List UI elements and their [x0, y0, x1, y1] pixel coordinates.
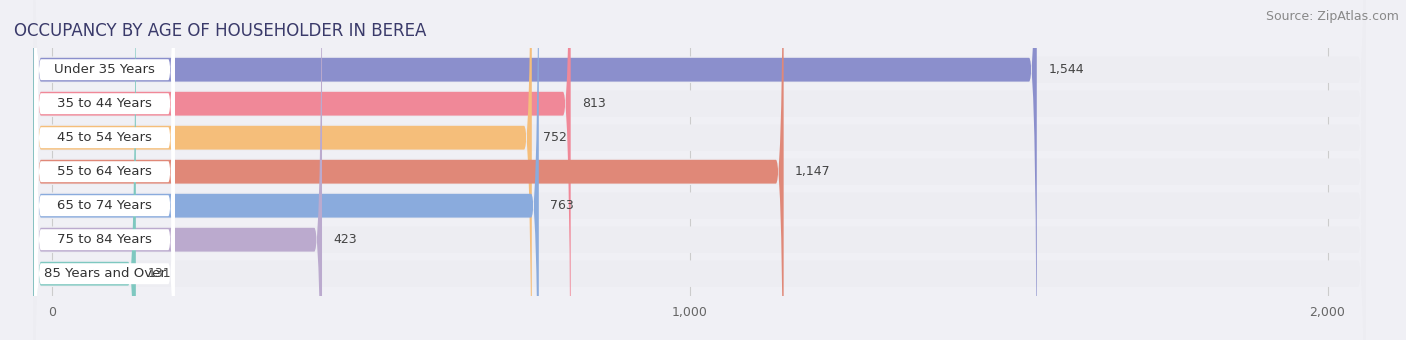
Text: 55 to 64 Years: 55 to 64 Years	[58, 165, 152, 178]
FancyBboxPatch shape	[34, 0, 1365, 340]
FancyBboxPatch shape	[34, 0, 1036, 340]
FancyBboxPatch shape	[34, 0, 1365, 340]
FancyBboxPatch shape	[35, 0, 174, 340]
Text: 752: 752	[543, 131, 567, 144]
FancyBboxPatch shape	[35, 0, 174, 340]
FancyBboxPatch shape	[34, 0, 783, 340]
Text: 45 to 54 Years: 45 to 54 Years	[58, 131, 152, 144]
FancyBboxPatch shape	[35, 0, 174, 340]
Text: 763: 763	[550, 199, 574, 212]
Text: 65 to 74 Years: 65 to 74 Years	[58, 199, 152, 212]
Text: 1,147: 1,147	[796, 165, 831, 178]
FancyBboxPatch shape	[34, 0, 1365, 340]
Text: 85 Years and Over: 85 Years and Over	[44, 267, 166, 280]
FancyBboxPatch shape	[35, 0, 174, 340]
FancyBboxPatch shape	[34, 0, 531, 340]
Text: 1,544: 1,544	[1049, 63, 1084, 76]
FancyBboxPatch shape	[34, 0, 1365, 340]
Text: 35 to 44 Years: 35 to 44 Years	[58, 97, 152, 110]
Text: Source: ZipAtlas.com: Source: ZipAtlas.com	[1265, 10, 1399, 23]
Text: OCCUPANCY BY AGE OF HOUSEHOLDER IN BEREA: OCCUPANCY BY AGE OF HOUSEHOLDER IN BEREA	[14, 22, 426, 40]
FancyBboxPatch shape	[34, 0, 1365, 340]
FancyBboxPatch shape	[35, 0, 174, 340]
FancyBboxPatch shape	[34, 0, 538, 340]
FancyBboxPatch shape	[35, 0, 174, 340]
Text: 423: 423	[333, 233, 357, 246]
FancyBboxPatch shape	[34, 0, 136, 340]
FancyBboxPatch shape	[34, 0, 322, 340]
Text: 813: 813	[582, 97, 606, 110]
FancyBboxPatch shape	[34, 0, 1365, 340]
FancyBboxPatch shape	[34, 0, 571, 340]
Text: 75 to 84 Years: 75 to 84 Years	[58, 233, 152, 246]
Text: Under 35 Years: Under 35 Years	[55, 63, 155, 76]
FancyBboxPatch shape	[35, 0, 174, 340]
FancyBboxPatch shape	[34, 0, 1365, 340]
Text: 131: 131	[148, 267, 172, 280]
